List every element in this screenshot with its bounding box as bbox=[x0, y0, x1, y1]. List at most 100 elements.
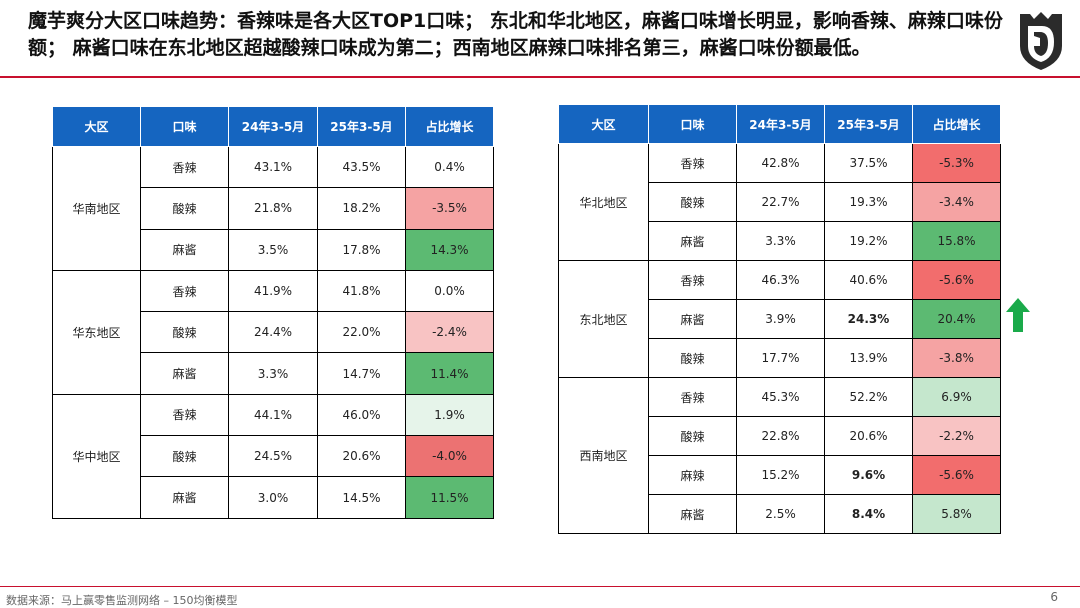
table-row: 酸辣 17.7% 13.9% -3.8% bbox=[559, 338, 1001, 378]
flavor-cell: 酸辣 bbox=[140, 311, 229, 354]
share-25-cell: 24.3% bbox=[824, 299, 913, 339]
table-row: 麻酱 3.0% 14.5% 11.5% bbox=[53, 476, 494, 519]
share-25-cell: 40.6% bbox=[824, 260, 913, 300]
growth-cell: 0.4% bbox=[405, 145, 494, 189]
col-header-region: 大区 bbox=[52, 106, 141, 147]
flavor-cell: 香辣 bbox=[140, 145, 229, 189]
region-cell: 华东地区 bbox=[52, 269, 141, 395]
growth-cell: 0.0% bbox=[405, 269, 494, 313]
page-title: 魔芋爽分大区口味趋势：香辣味是各大区TOP1口味； 东北和华北地区，麻酱口味增长… bbox=[28, 10, 1003, 59]
table-row: 麻酱 3.3% 19.2% 15.8% bbox=[559, 221, 1001, 261]
share-24-cell: 3.3% bbox=[228, 352, 318, 395]
region-cell: 西南地区 bbox=[558, 377, 649, 534]
table-row: 华北地区 香辣 42.8% 37.5% -5.3% bbox=[558, 143, 1001, 261]
table-row: 麻辣 15.2% 9.6% -5.6% bbox=[559, 455, 1001, 495]
flavor-cell: 酸辣 bbox=[648, 416, 737, 456]
col-header-growth: 占比增长 bbox=[405, 106, 494, 147]
growth-cell: -2.4% bbox=[405, 311, 494, 354]
growth-cell: 15.8% bbox=[912, 221, 1001, 261]
flavor-cell: 麻酱 bbox=[140, 352, 229, 395]
share-25-cell: 20.6% bbox=[317, 435, 406, 478]
growth-cell: -5.6% bbox=[912, 455, 1001, 495]
growth-cell: -3.8% bbox=[912, 338, 1001, 378]
growth-cell: 11.4% bbox=[405, 352, 494, 395]
share-24-cell: 43.1% bbox=[228, 145, 318, 189]
table-row: 华南地区 香辣 43.1% 43.5% 0.4% bbox=[52, 145, 494, 271]
share-24-cell: 2.5% bbox=[736, 494, 825, 534]
table-row: 东北地区 香辣 46.3% 40.6% -5.6% bbox=[558, 260, 1001, 378]
brand-shield-logo bbox=[1020, 12, 1062, 70]
page-number: 6 bbox=[1050, 590, 1058, 604]
col-header-growth: 占比增长 bbox=[912, 104, 1001, 144]
data-source-note: 数据来源：马上赢零售监测网络 – 150均衡模型 bbox=[6, 594, 238, 607]
growth-cell: 20.4% bbox=[912, 299, 1001, 339]
share-24-cell: 3.5% bbox=[228, 228, 318, 271]
growth-cell: 5.8% bbox=[912, 494, 1001, 534]
share-25-cell: 14.5% bbox=[317, 476, 406, 519]
growth-cell: -5.6% bbox=[912, 260, 1001, 300]
table-row: 华东地区 香辣 41.9% 41.8% 0.0% bbox=[52, 269, 494, 395]
share-24-cell: 44.1% bbox=[228, 393, 318, 437]
share-24-cell: 24.4% bbox=[228, 311, 318, 354]
flavor-cell: 酸辣 bbox=[140, 435, 229, 478]
col-header-25: 25年3-5月 bbox=[824, 104, 913, 144]
table-row: 华中地区 香辣 44.1% 46.0% 1.9% bbox=[52, 393, 494, 519]
left-flavor-table: 大区 口味 24年3-5月 25年3-5月 占比增长 华南地区 香辣 43.1% 43… bbox=[52, 106, 494, 519]
table-row: 麻酱 3.5% 17.8% 14.3% bbox=[53, 228, 494, 271]
growth-cell: 6.9% bbox=[912, 377, 1001, 417]
flavor-cell: 香辣 bbox=[648, 377, 737, 417]
region-cell: 华南地区 bbox=[52, 146, 141, 271]
share-24-cell: 46.3% bbox=[736, 260, 825, 300]
flavor-cell: 酸辣 bbox=[648, 182, 737, 222]
flavor-cell: 麻酱 bbox=[648, 221, 737, 261]
share-25-cell: 8.4% bbox=[824, 494, 913, 534]
table-header-row: 大区 口味 24年3-5月 25年3-5月 占比增长 bbox=[52, 106, 494, 147]
right-flavor-table: 大区 口味 24年3-5月 25年3-5月 占比增长 华北地区 香辣 42.8% 37… bbox=[558, 104, 1001, 534]
flavor-cell: 酸辣 bbox=[648, 338, 737, 378]
growth-cell: -3.5% bbox=[405, 187, 494, 230]
share-25-cell: 37.5% bbox=[824, 143, 913, 183]
table-row: 麻酱 3.3% 14.7% 11.4% bbox=[53, 352, 494, 395]
growth-cell: -2.2% bbox=[912, 416, 1001, 456]
col-header-24: 24年3-5月 bbox=[228, 106, 318, 147]
share-25-cell: 41.8% bbox=[317, 269, 406, 313]
table-row: 酸辣 22.7% 19.3% -3.4% bbox=[559, 182, 1001, 222]
table-row: 麻酱 2.5% 8.4% 5.8% bbox=[559, 494, 1001, 534]
flavor-cell: 酸辣 bbox=[140, 187, 229, 230]
share-24-cell: 22.7% bbox=[736, 182, 825, 222]
col-header-24: 24年3-5月 bbox=[736, 104, 825, 144]
region-cell: 华北地区 bbox=[558, 143, 649, 261]
share-24-cell: 15.2% bbox=[736, 455, 825, 495]
flavor-cell: 香辣 bbox=[140, 269, 229, 313]
table-row: 酸辣 22.8% 20.6% -2.2% bbox=[559, 416, 1001, 456]
table-header-row: 大区 口味 24年3-5月 25年3-5月 占比增长 bbox=[558, 104, 1001, 144]
growth-cell: -4.0% bbox=[405, 435, 494, 478]
flavor-cell: 麻酱 bbox=[648, 494, 737, 534]
flavor-cell: 香辣 bbox=[648, 260, 737, 300]
share-24-cell: 24.5% bbox=[228, 435, 318, 478]
header-divider bbox=[0, 76, 1080, 78]
col-header-flavor: 口味 bbox=[648, 104, 737, 144]
share-24-cell: 3.3% bbox=[736, 221, 825, 261]
table-row: 酸辣 24.4% 22.0% -2.4% bbox=[53, 311, 494, 354]
share-24-cell: 22.8% bbox=[736, 416, 825, 456]
flavor-cell: 麻酱 bbox=[140, 476, 229, 519]
table-row: 酸辣 21.8% 18.2% -3.5% bbox=[53, 187, 494, 230]
share-25-cell: 14.7% bbox=[317, 352, 406, 395]
footer-divider bbox=[0, 586, 1080, 587]
col-header-flavor: 口味 bbox=[140, 106, 229, 147]
share-24-cell: 3.9% bbox=[736, 299, 825, 339]
share-25-cell: 52.2% bbox=[824, 377, 913, 417]
growth-cell: 1.9% bbox=[405, 393, 494, 437]
flavor-cell: 麻酱 bbox=[648, 299, 737, 339]
share-25-cell: 20.6% bbox=[824, 416, 913, 456]
share-25-cell: 43.5% bbox=[317, 145, 406, 189]
share-25-cell: 17.8% bbox=[317, 228, 406, 271]
share-25-cell: 9.6% bbox=[824, 455, 913, 495]
share-24-cell: 42.8% bbox=[736, 143, 825, 183]
region-cell: 华中地区 bbox=[52, 393, 141, 519]
growth-cell: -3.4% bbox=[912, 182, 1001, 222]
up-arrow-icon bbox=[1006, 298, 1030, 332]
flavor-cell: 麻酱 bbox=[140, 228, 229, 271]
table-row: 酸辣 24.5% 20.6% -4.0% bbox=[53, 435, 494, 478]
